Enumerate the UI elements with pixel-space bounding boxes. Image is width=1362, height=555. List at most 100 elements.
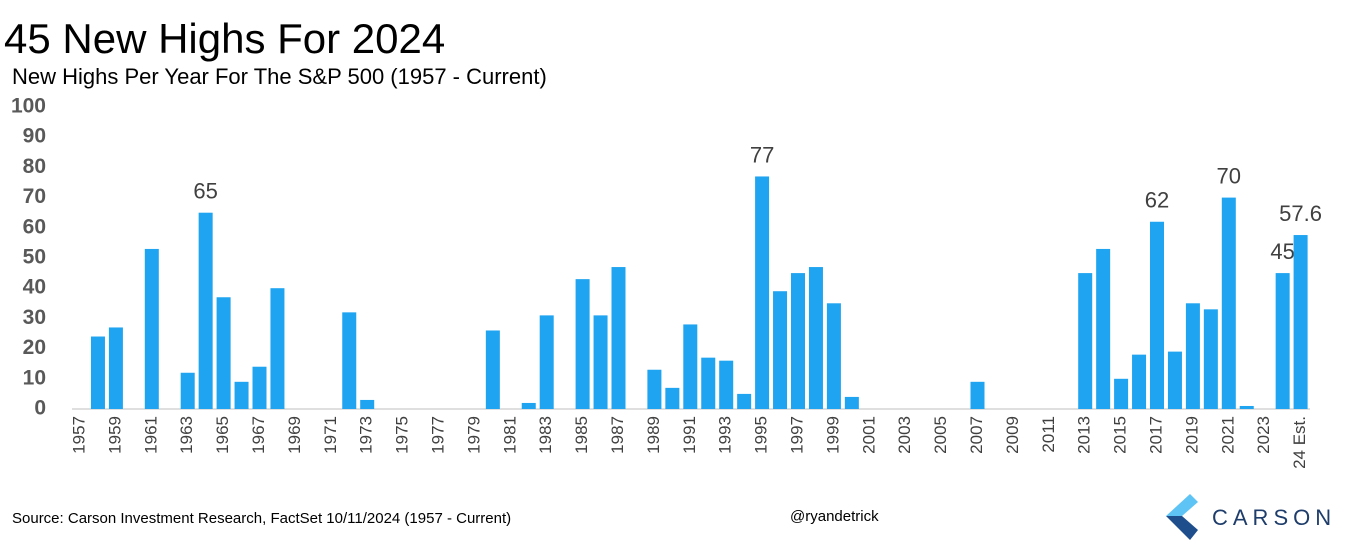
bar: [647, 369, 662, 409]
x-tick-label: 1999: [823, 416, 842, 454]
value-label: 57.6: [1279, 201, 1322, 226]
x-tick-label: 2019: [1182, 416, 1201, 454]
bar: [773, 291, 788, 409]
bar: [791, 273, 805, 409]
bar: [1167, 351, 1182, 409]
x-tick-label: 24 Est.: [1290, 416, 1309, 469]
bar: [1185, 303, 1200, 409]
bar: [1078, 273, 1093, 409]
bar: [701, 357, 716, 409]
bar: [1275, 273, 1290, 409]
y-tick-label: 50: [23, 246, 46, 269]
value-label: 70: [1217, 163, 1241, 188]
bar: [342, 312, 357, 409]
x-tick-label: 1965: [213, 416, 232, 454]
x-tick-label: 2003: [895, 416, 914, 454]
value-label: 77: [750, 142, 774, 167]
bar: [737, 393, 752, 409]
bar: [90, 336, 105, 409]
bar: [755, 176, 770, 409]
x-tick-label: 1977: [428, 416, 447, 454]
x-tick-label: 2015: [1111, 416, 1130, 454]
bar: [808, 267, 823, 409]
value-label: 65: [193, 179, 217, 204]
bar: [1132, 354, 1147, 409]
x-tick-label: 1973: [357, 416, 376, 454]
x-tick-label: 1961: [141, 416, 160, 454]
x-tick-label: 1989: [644, 416, 663, 454]
bar: [360, 399, 375, 409]
bar: [1114, 378, 1129, 409]
x-tick-label: 1967: [249, 416, 268, 454]
x-tick-label: 1969: [285, 416, 304, 454]
bar: [539, 315, 554, 409]
bar: [485, 330, 500, 409]
x-tick-label: 2007: [967, 416, 986, 454]
y-tick-label: 70: [23, 185, 46, 208]
bar: [826, 303, 841, 409]
bar: [234, 381, 249, 409]
x-tick-label: 1997: [787, 416, 806, 454]
y-tick-label: 30: [23, 306, 46, 329]
x-tick-label: 2023: [1254, 416, 1273, 454]
x-tick-label: 1991: [680, 416, 699, 454]
x-tick-label: 2011: [1039, 416, 1058, 453]
x-tick-label: 1983: [536, 416, 555, 454]
y-tick-label: 20: [23, 336, 46, 359]
x-tick-label: 2005: [931, 416, 950, 454]
y-tick-label: 10: [23, 366, 46, 389]
handle: @ryandetrick: [790, 508, 879, 525]
bar: [844, 396, 859, 409]
chart-title: 45 New Highs For 2024: [4, 15, 445, 62]
logo: CARSON: [1166, 494, 1336, 540]
logo-text: CARSON: [1212, 505, 1336, 530]
y-tick-label: 60: [23, 215, 46, 238]
x-tick-label: 1981: [500, 416, 519, 454]
y-tick-label: 0: [34, 397, 46, 420]
logo-mark: [1166, 494, 1198, 516]
x-tick-label: 1959: [105, 416, 124, 454]
bar: [1150, 221, 1164, 409]
x-tick-label: 2013: [1075, 416, 1094, 454]
bar: [575, 279, 590, 409]
bar: [1239, 405, 1254, 409]
logo-mark: [1166, 516, 1198, 540]
source: Source: Carson Investment Research, Fact…: [12, 510, 511, 527]
x-tick-label: 1985: [572, 416, 591, 454]
x-tick-label: 1963: [177, 416, 196, 454]
bar: [970, 381, 985, 409]
y-tick-label: 40: [23, 276, 46, 299]
bar: [719, 360, 734, 409]
bar: [593, 315, 608, 409]
bar: [521, 402, 536, 409]
bar: [1221, 197, 1236, 409]
y-tick-label: 100: [11, 95, 46, 118]
y-tick-label: 80: [23, 155, 46, 178]
bar: [180, 372, 195, 409]
bar: [270, 288, 285, 409]
x-tick-label: 2017: [1146, 416, 1165, 454]
x-tick-label: 1957: [69, 416, 88, 454]
x-tick-label: 1987: [608, 416, 627, 454]
value-label: 45: [1270, 239, 1294, 264]
bar: [611, 267, 626, 409]
bar: [1096, 248, 1111, 409]
chart-subtitle: New Highs Per Year For The S&P 500 (1957…: [12, 64, 547, 89]
bar: [252, 366, 267, 409]
bar: [216, 297, 231, 409]
y-tick-label: 90: [23, 125, 46, 148]
bar: [1203, 309, 1218, 409]
x-tick-label: 2001: [859, 416, 878, 454]
bar: [1293, 235, 1308, 409]
x-tick-label: 1995: [752, 416, 771, 454]
bar: [144, 248, 159, 409]
value-label: 62: [1145, 188, 1169, 213]
bar: [198, 212, 213, 409]
bar: [108, 327, 123, 409]
x-tick-label: 1979: [464, 416, 483, 454]
x-tick-label: 2009: [1003, 416, 1022, 454]
bar: [665, 387, 680, 409]
x-tick-label: 1975: [393, 416, 412, 454]
